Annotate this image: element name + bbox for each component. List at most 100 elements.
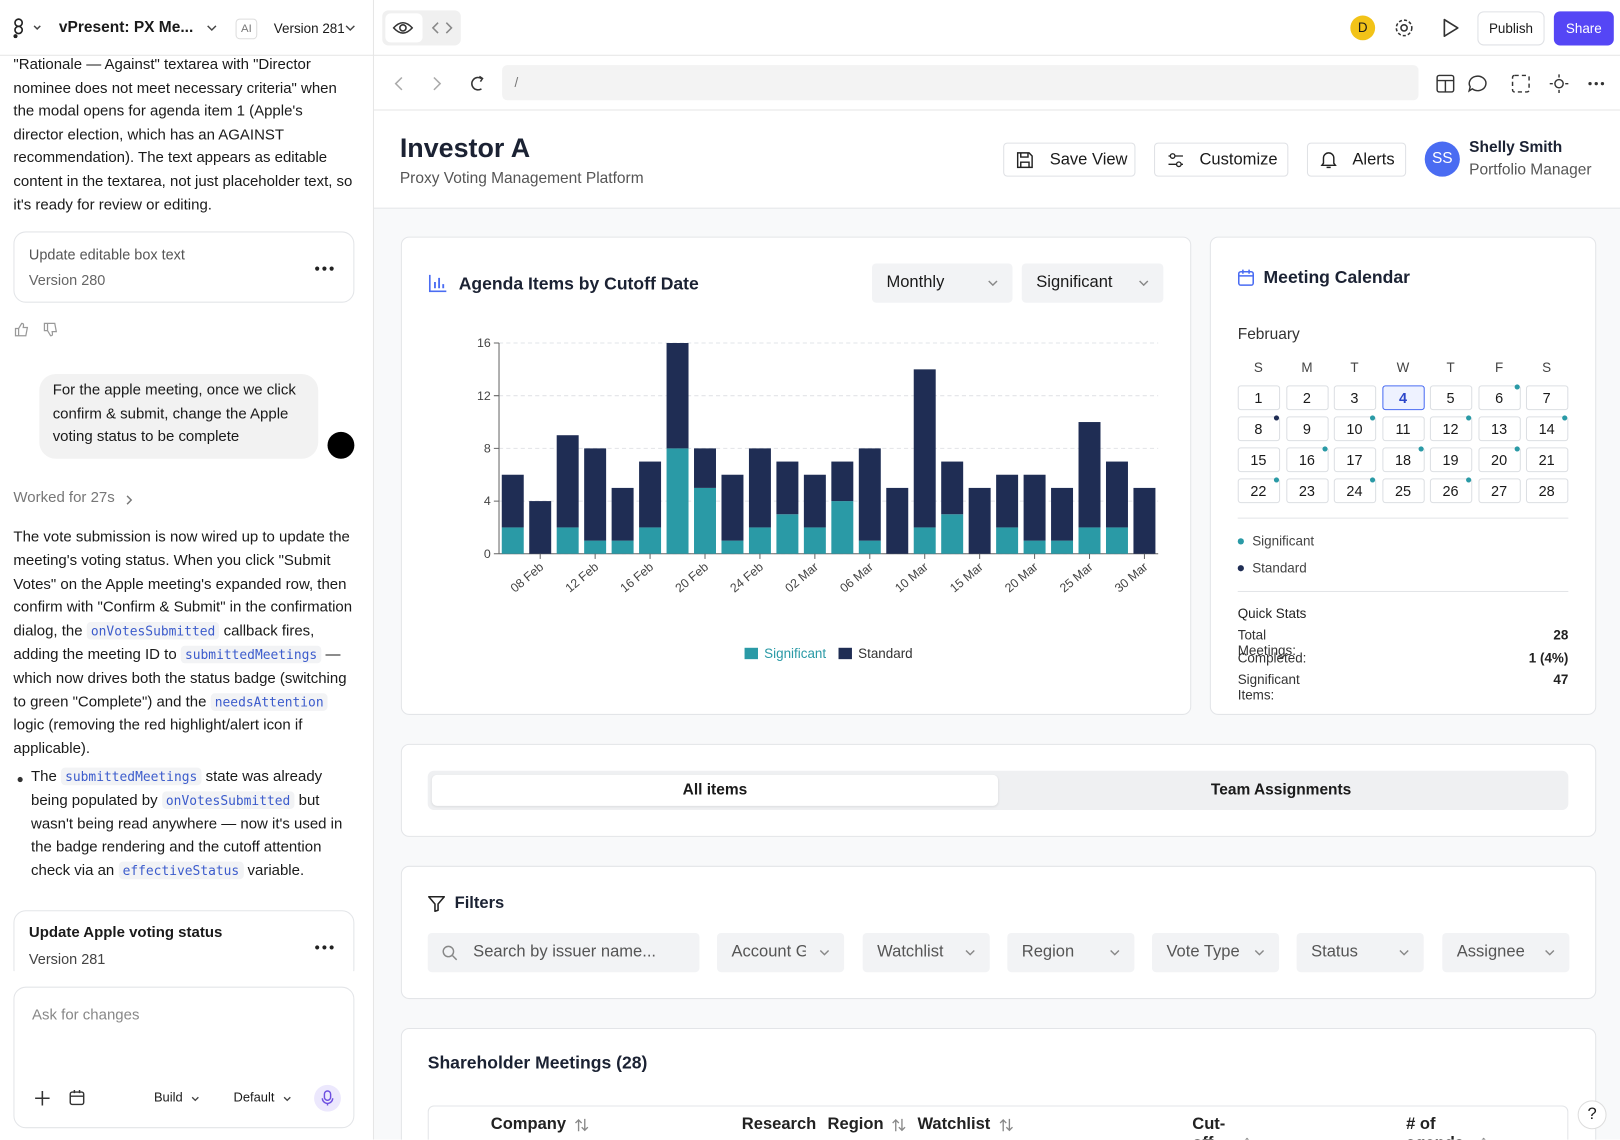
customize-button[interactable]: Customize [1154, 142, 1289, 177]
calendar-day[interactable]: 11 [1381, 416, 1425, 442]
save-view-button[interactable]: Save View [1003, 142, 1136, 177]
more-icon[interactable] [314, 266, 335, 272]
code-icon[interactable] [431, 21, 453, 35]
calendar-day[interactable]: 26 [1429, 478, 1472, 504]
url-field[interactable] [502, 65, 1419, 101]
nav-buttons[interactable] [393, 75, 496, 92]
meeting-dot [1273, 415, 1280, 421]
filter-select[interactable]: Significant [1021, 263, 1164, 303]
filter-dropdown[interactable]: Assignee [1442, 932, 1570, 973]
stat-label: Completed: [1237, 649, 1307, 665]
tab-label[interactable]: All items [682, 781, 748, 799]
column-header[interactable]: Research [742, 1116, 816, 1135]
tab-label[interactable]: Team Assignments [1210, 781, 1352, 799]
alerts-button[interactable]: Alerts [1306, 142, 1407, 177]
user-avatar[interactable]: SS [1424, 141, 1460, 177]
calendar-day[interactable]: 13 [1477, 416, 1521, 442]
calendar-day[interactable]: 5 [1429, 385, 1472, 411]
chart: 0 4 8 12 16 08 Feb 12 Feb 16 Feb 20 Feb 24 Feb 02 … [477, 336, 1159, 661]
chevron [345, 25, 355, 31]
calendar-day[interactable]: 10 [1333, 416, 1376, 442]
column-header[interactable]: Watchlist [917, 1116, 1013, 1135]
browser-tools[interactable] [1434, 72, 1610, 95]
reply-text: state was already being populated by [30, 768, 323, 809]
calendar-day[interactable]: 21 [1525, 447, 1568, 473]
calendar-day[interactable]: 3 [1333, 385, 1376, 411]
bar-segment [694, 487, 716, 554]
mic-button[interactable] [314, 1084, 341, 1112]
column-label: Watchlist [917, 1115, 991, 1134]
bar-segment [1078, 527, 1101, 554]
project-name[interactable]: vPresent: PX Me... [58, 18, 194, 37]
version-card[interactable]: Update editable box text Version 280 [13, 231, 355, 303]
bar-segment [831, 501, 854, 554]
search-field[interactable]: Search by issuer name... [427, 932, 700, 973]
column-label: Region [827, 1115, 884, 1134]
inline-code: onVotesSubmitted [161, 791, 295, 809]
calendar-day[interactable]: 25 [1381, 478, 1425, 504]
legend-label: Significant [1252, 533, 1315, 549]
calendar-day[interactable]: 24 [1333, 478, 1376, 504]
legend-label: Standard [1252, 559, 1307, 576]
calendar-day[interactable]: 28 [1525, 478, 1568, 504]
column-header[interactable]: Region [828, 1116, 907, 1135]
calendar-day[interactable]: 14 [1525, 416, 1568, 442]
chevron[interactable] [125, 494, 133, 506]
chevron-path [1399, 949, 1409, 956]
version-select[interactable]: Version 281 [273, 20, 345, 37]
user-avatar[interactable]: D [1350, 15, 1376, 41]
chevron[interactable] [207, 25, 217, 32]
calendar-day[interactable]: 22 [1237, 478, 1280, 504]
feedback-icons[interactable] [13, 321, 61, 338]
active-tab[interactable] [431, 774, 999, 806]
ai-badge[interactable]: AI [235, 18, 258, 40]
filter-dropdown[interactable]: Status [1296, 932, 1424, 973]
calendar-day[interactable]: 2 [1285, 385, 1329, 411]
help-button[interactable]: ? [1577, 1100, 1607, 1130]
select-label: Monthly [886, 273, 945, 292]
chevron-path [1254, 949, 1265, 956]
calendar-day[interactable]: 7 [1525, 385, 1568, 411]
settings-icon[interactable] [1394, 18, 1415, 39]
calendar-day[interactable]: 8 [1237, 416, 1280, 442]
calendar-day[interactable]: 6 [1477, 385, 1521, 411]
meeting-dot [1273, 477, 1280, 483]
worked-toggle[interactable]: Worked for 27s [13, 489, 115, 507]
meeting-dot [1466, 477, 1472, 483]
filter-dropdown[interactable]: Account G [717, 932, 845, 973]
calendar-day[interactable]: 19 [1429, 447, 1472, 473]
eye-icon [392, 21, 414, 34]
calendar-day[interactable]: 16 [1285, 447, 1329, 473]
share-button[interactable]: Share [1553, 11, 1614, 46]
x-tick-label: 30 Mar [1112, 560, 1151, 595]
filter-dropdown[interactable]: Vote Type [1151, 932, 1280, 973]
chat-input[interactable]: Ask for changes Build Default [13, 986, 355, 1129]
calendar-day[interactable]: 17 [1333, 447, 1376, 473]
calendar-day[interactable]: 9 [1285, 416, 1329, 442]
version-card[interactable]: Update Apple voting status Version 281 [13, 910, 355, 972]
inline-code: onVotesSubmitted [86, 622, 220, 640]
calendar-day[interactable]: 4 [1381, 385, 1425, 411]
calendar-day[interactable]: 15 [1237, 447, 1280, 473]
column-header[interactable]: Company [491, 1116, 589, 1135]
filter-dropdown[interactable]: Watchlist [862, 932, 990, 973]
calendar-day[interactable]: 18 [1381, 447, 1425, 473]
model-select[interactable]: Default [233, 1089, 275, 1105]
calendar-day[interactable]: 1 [1237, 385, 1280, 411]
table-card [400, 1027, 1597, 1140]
filter-dropdown[interactable]: Region [1007, 932, 1135, 973]
build-select[interactable]: Build [153, 1089, 183, 1105]
period-select[interactable]: Monthly [871, 263, 1013, 303]
preview-tab[interactable] [385, 13, 423, 43]
play-icon[interactable] [1440, 18, 1461, 39]
calendar-day[interactable]: 20 [1477, 447, 1521, 473]
calendar-day[interactable]: 27 [1477, 478, 1521, 504]
browser-bar [374, 56, 1620, 111]
column-header[interactable]: Cut-off date [1192, 1116, 1249, 1140]
publish-button[interactable]: Publish [1477, 11, 1545, 46]
input-tools[interactable] [34, 1089, 96, 1107]
column-header[interactable]: # of agenda items [1406, 1116, 1487, 1140]
more-icon[interactable] [314, 944, 335, 950]
calendar-day[interactable]: 23 [1285, 478, 1329, 504]
calendar-day[interactable]: 12 [1429, 416, 1472, 442]
